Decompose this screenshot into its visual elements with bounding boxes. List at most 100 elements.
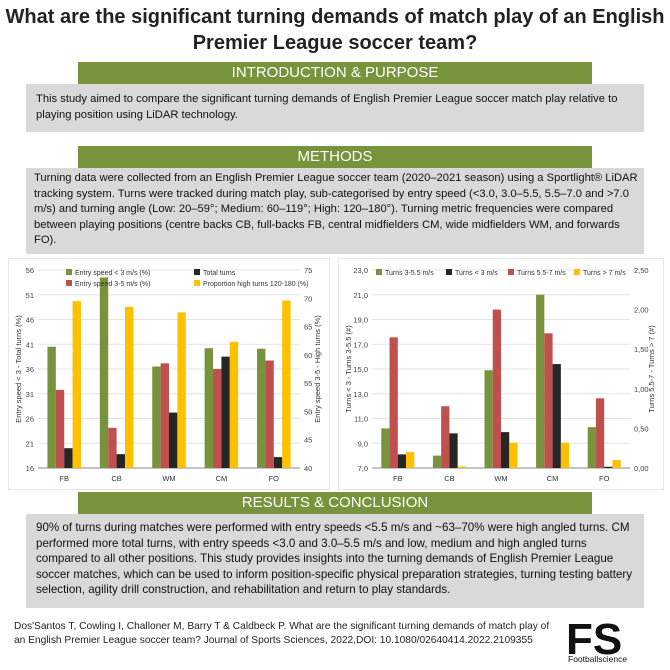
legend-swatch (574, 269, 580, 275)
left-tick-label: 17,0 (353, 340, 368, 349)
right-tick-label: 2,00 (634, 306, 649, 315)
bar-fo-3 (612, 460, 621, 468)
results-panel: 90% of turns during matches were perform… (26, 514, 644, 608)
legend-label: Turns > 7 m/s (583, 270, 626, 277)
left-tick-label: 21 (26, 439, 34, 448)
left-tick-label: 13,0 (353, 390, 368, 399)
legend-label: Entry speed 3-5 m/s (%) (75, 281, 150, 288)
results-text: 90% of turns during matches were perform… (36, 521, 633, 597)
left-tick-label: 23,0 (353, 266, 368, 275)
bar-cb-2 (116, 454, 125, 468)
bar-wm-2 (501, 432, 510, 468)
right-axis-title: Turns 5.5-7 - Turns > 7 (#) (647, 325, 656, 413)
bar-cm-0 (536, 294, 545, 468)
legend-swatch (376, 269, 382, 275)
legend-swatch (446, 269, 452, 275)
legend-label: Turns < 3 m/s (455, 270, 498, 277)
category-label: FO (599, 474, 610, 483)
bar-fo-0 (587, 427, 596, 468)
bar-cb-3 (457, 466, 466, 468)
left-tick-label: 56 (26, 266, 34, 275)
bar-fb-1 (389, 337, 398, 468)
right-tick-label: 0,00 (634, 464, 649, 473)
bar-fo-1 (265, 360, 274, 468)
category-label: WM (494, 474, 507, 483)
legend-label: Proportion high turns 120-180 (%) (203, 281, 308, 288)
category-label: FB (393, 474, 403, 483)
right-tick-label: 55 (304, 379, 312, 388)
bar-cm-3 (229, 341, 239, 468)
left-tick-label: 19,0 (353, 316, 368, 325)
bar-wm-2 (169, 412, 178, 468)
right-tick-label: 50 (304, 407, 312, 416)
category-label: FO (269, 474, 280, 483)
methods-text: Turning data were collected from an Engl… (34, 172, 638, 246)
chart-right: 7,0 9,0 11,0 13,0 15,0 17,0 19,0 21,0 23,0 0,00 0,… (338, 258, 664, 490)
methods-heading: METHODS (297, 148, 373, 165)
bar-fo-0 (257, 348, 266, 468)
bar-fb-1 (55, 389, 65, 468)
right-tick-label: 75 (304, 266, 312, 275)
left-tick-label: 41 (26, 340, 34, 349)
left-tick-label: 31 (26, 390, 34, 399)
left-tick-label: 11,0 (354, 415, 368, 424)
bar-cb-2 (449, 433, 458, 468)
legend-swatch (66, 269, 72, 275)
right-tick-label: 65 (304, 323, 312, 332)
bar-fo-2 (604, 466, 613, 468)
results-heading: RESULTS & CONCLUSION (241, 494, 429, 511)
left-axis-title: Entry speed < 3 - Total turns (%) (14, 315, 23, 423)
bar-cm-3 (560, 442, 570, 468)
right-tick-label: 60 (304, 351, 312, 360)
left-tick-label: 21,0 (353, 291, 368, 300)
logo-name: Footballscience (568, 654, 628, 664)
footballscience-logo: FS Footballscience (566, 615, 660, 664)
bar-fb-3 (72, 301, 81, 468)
bar-wm-3 (177, 312, 186, 468)
bar-cb-1 (441, 406, 450, 468)
legend-label: Entry speed < 3 m/s (%) (75, 270, 150, 277)
bar-cm-1 (213, 369, 222, 468)
bar-cm-2 (221, 356, 230, 468)
left-tick-label: 46 (26, 316, 34, 325)
category-label: CB (111, 474, 121, 483)
right-tick-label: 1,50 (634, 345, 649, 354)
right-tick-label: 0,50 (634, 424, 649, 433)
bar-cb-0 (432, 455, 442, 468)
left-tick-label: 51 (26, 291, 34, 300)
citation: Dos'Santos T, Cowling I, Challoner M, Ba… (14, 621, 550, 646)
bar-cb-3 (124, 306, 134, 468)
intro-text: This study aimed to compare the signific… (36, 93, 618, 121)
right-axis-title: Entry speed 3-5 - High turns (%) (313, 315, 322, 423)
category-label: WM (162, 474, 175, 483)
category-label: CB (444, 474, 454, 483)
bar-cb-0 (99, 277, 109, 468)
results-banner: RESULTS & CONCLUSION (78, 492, 592, 514)
bar-fb-3 (406, 452, 415, 468)
bar-cb-1 (108, 427, 117, 468)
bar-fb-0 (381, 428, 390, 468)
bar-fo-3 (282, 300, 291, 468)
category-label: CM (216, 474, 228, 483)
bar-wm-0 (484, 370, 493, 468)
bar-fo-2 (273, 457, 283, 468)
category-label: CM (547, 474, 559, 483)
right-tick-label: 2,50 (634, 266, 649, 275)
right-tick-label: 70 (304, 294, 312, 303)
fs-logo-mark: FS (566, 615, 622, 664)
bar-wm-0 (152, 366, 161, 468)
bar-fo-1 (595, 398, 605, 468)
intro-banner: INTRODUCTION & PURPOSE (78, 62, 592, 84)
legend-label: Turns 5.5-7 m/s (517, 270, 566, 277)
bar-cm-1 (544, 333, 553, 468)
left-tick-label: 15,0 (353, 365, 368, 374)
methods-banner: METHODS (78, 146, 592, 168)
bar-cm-2 (552, 364, 561, 468)
right-tick-label: 40 (304, 464, 312, 473)
legend-label: Turns 3-5.5 m/s (385, 270, 434, 277)
left-tick-label: 26 (26, 415, 34, 424)
right-tick-label: 1,00 (634, 385, 649, 394)
left-tick-label: 16 (26, 464, 34, 473)
bar-cm-0 (204, 348, 214, 468)
bar-wm-1 (492, 309, 501, 468)
